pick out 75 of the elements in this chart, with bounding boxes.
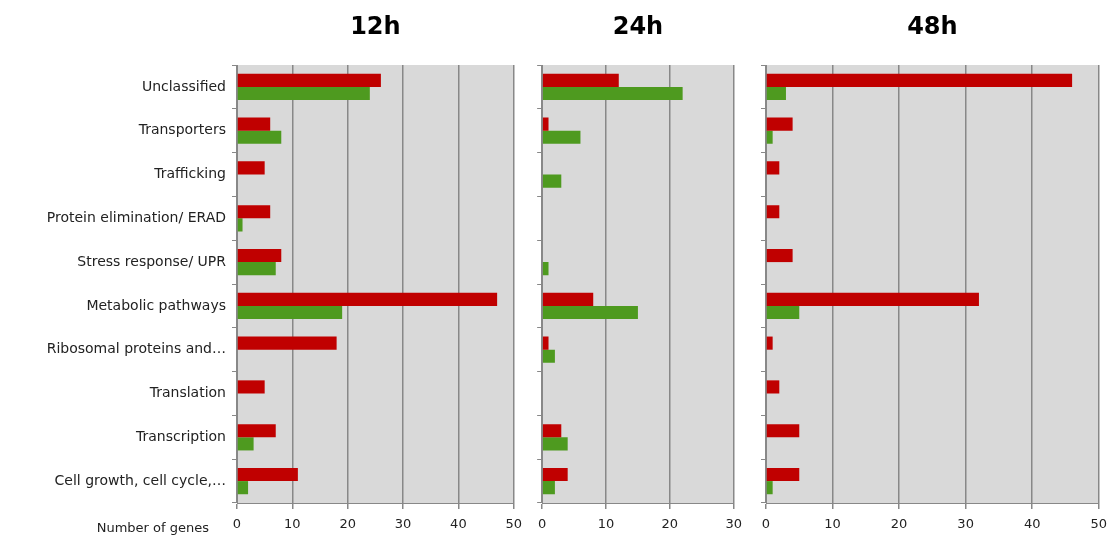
bar (237, 437, 254, 451)
bar (237, 424, 276, 438)
x-tick-label: 20 (339, 516, 356, 532)
y-tick-label: Unclassified (141, 77, 226, 94)
x-tick-label: 30 (394, 516, 412, 532)
bar (237, 218, 243, 232)
bar (237, 130, 282, 144)
bar (237, 73, 381, 87)
bar (766, 130, 773, 144)
chart-title: 12h (350, 12, 401, 41)
bar (542, 336, 549, 350)
bar (542, 305, 638, 320)
bar (766, 305, 800, 320)
x-tick-label: 0 (761, 516, 771, 532)
bar (237, 481, 249, 495)
x-tick-label: 50 (1090, 516, 1107, 532)
x-tick-label: 30 (725, 516, 742, 532)
x-tick-label: 20 (661, 516, 679, 532)
bar (542, 292, 594, 306)
x-tick-label: 20 (890, 516, 908, 532)
bar (542, 467, 568, 482)
x-tick-label: 10 (824, 516, 841, 532)
y-tick-label: Trafficking (153, 165, 226, 182)
bar (766, 336, 773, 350)
y-tick-label: Cell growth, cell cycle,… (54, 471, 226, 488)
x-axis-title: Number of genes (96, 520, 210, 536)
bar (542, 481, 555, 495)
bar (237, 262, 276, 276)
bar (237, 117, 271, 131)
bar (237, 292, 498, 306)
y-tick-label: Stress response/ UPR (77, 252, 227, 269)
bar (766, 424, 800, 438)
bar (766, 73, 1073, 87)
bar (766, 86, 786, 101)
bar (237, 380, 265, 394)
chart-title: 24h (612, 12, 664, 41)
y-tick-label: Metabolic pathways (86, 296, 226, 313)
x-tick-label: 10 (597, 516, 615, 532)
y-tick-label: Transcription (134, 427, 226, 444)
bar (237, 161, 265, 175)
x-tick-label: 30 (957, 516, 974, 532)
x-tick-label: 10 (284, 516, 301, 532)
bar (542, 86, 683, 101)
bar (766, 292, 979, 306)
bar (237, 248, 282, 263)
bar (542, 73, 619, 87)
x-tick-label: 50 (505, 516, 522, 532)
bar (542, 130, 581, 144)
bar (766, 117, 793, 131)
bar (542, 262, 549, 276)
x-tick-label: 40 (1023, 516, 1041, 532)
bar (237, 205, 271, 219)
y-tick-label: Protein elimination/ ERAD (46, 208, 226, 225)
chart-title: 48h (907, 12, 958, 41)
bar (237, 86, 370, 101)
bar (237, 336, 337, 350)
bar (766, 248, 793, 263)
y-tick-label: Transporters (137, 121, 226, 138)
bar (766, 161, 780, 175)
y-tick-label: Translation (148, 384, 226, 401)
bar (542, 349, 555, 363)
bar (766, 467, 800, 482)
x-tick-label: 0 (537, 516, 547, 532)
bar (542, 424, 562, 438)
bar (237, 305, 343, 320)
bar (542, 117, 549, 131)
bar (766, 481, 773, 495)
bar (766, 205, 780, 219)
bar (766, 380, 780, 394)
bar (542, 174, 562, 188)
x-tick-label: 40 (450, 516, 467, 532)
bar (542, 437, 568, 451)
bar (237, 467, 298, 482)
y-tick-label: Ribosomal proteins and… (46, 340, 226, 357)
x-tick-label: 0 (232, 516, 242, 532)
